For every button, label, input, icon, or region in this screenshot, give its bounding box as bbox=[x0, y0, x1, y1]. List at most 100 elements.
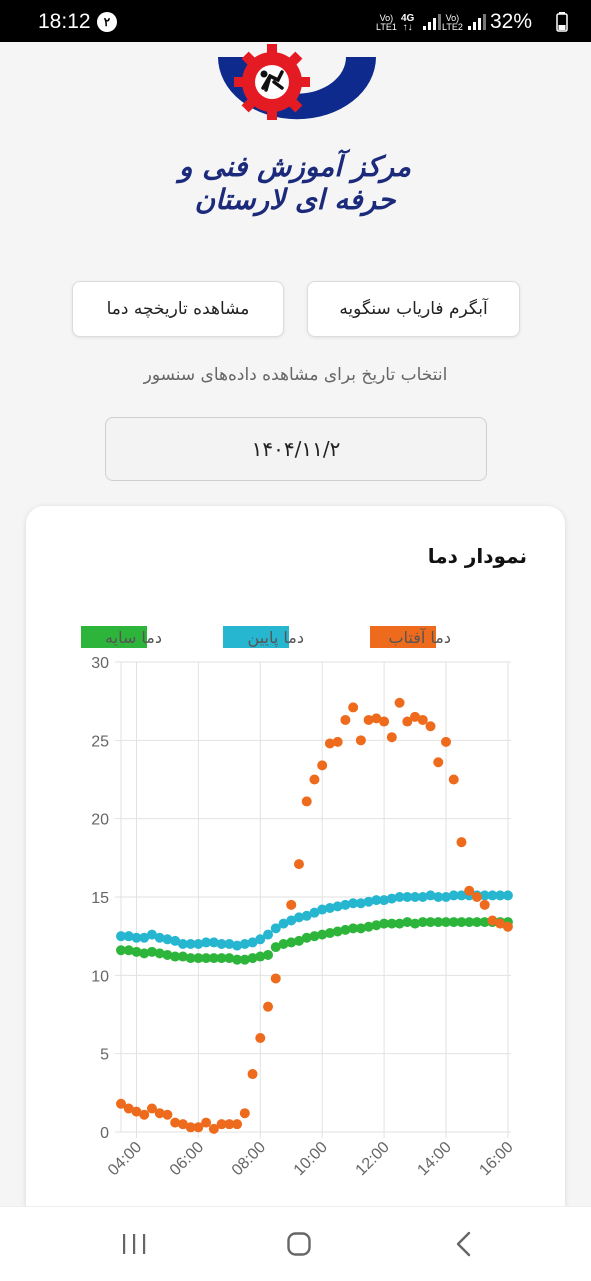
data-point bbox=[479, 899, 490, 910]
data-point bbox=[139, 932, 150, 943]
data-point bbox=[232, 1119, 243, 1130]
data-point bbox=[340, 924, 351, 935]
data-point bbox=[224, 1119, 235, 1130]
data-point bbox=[263, 929, 274, 940]
data-point bbox=[201, 937, 212, 948]
data-point bbox=[139, 1109, 150, 1120]
data-point bbox=[471, 892, 482, 902]
data-point bbox=[433, 757, 444, 768]
view-history-button[interactable]: مشاهده تاریخچه دما bbox=[72, 281, 284, 337]
data-point bbox=[263, 949, 274, 960]
data-point bbox=[247, 937, 258, 948]
back-icon[interactable] bbox=[455, 1231, 473, 1257]
data-point bbox=[177, 1119, 188, 1130]
data-point bbox=[293, 859, 304, 870]
data-point bbox=[317, 760, 328, 771]
x-tick-label: 16:00 bbox=[476, 1139, 516, 1179]
data-point bbox=[247, 1069, 258, 1080]
data-point bbox=[487, 915, 498, 926]
status-time: 18:12 bbox=[38, 10, 91, 33]
data-point bbox=[116, 931, 126, 942]
gear-logo-icon bbox=[218, 44, 376, 120]
data-point bbox=[448, 890, 459, 901]
y-tick-label: 10 bbox=[91, 968, 109, 985]
data-point bbox=[224, 953, 235, 964]
data-point bbox=[495, 890, 506, 901]
legend-swatch bbox=[370, 626, 436, 648]
data-point bbox=[417, 917, 428, 928]
data-point bbox=[386, 893, 397, 904]
data-point bbox=[123, 1103, 134, 1114]
data-point bbox=[232, 954, 243, 965]
data-point bbox=[208, 937, 219, 948]
data-point bbox=[270, 942, 281, 953]
data-point bbox=[301, 910, 312, 921]
data-point bbox=[301, 932, 312, 943]
data-point bbox=[293, 935, 304, 946]
logo bbox=[140, 42, 450, 237]
data-point bbox=[324, 738, 335, 749]
data-point bbox=[170, 951, 181, 962]
data-point bbox=[309, 931, 320, 942]
temperature-chart: 0 5 10 15 20 25 30 04:00 06:00 08:00 10:00 12:00 14:… bbox=[81, 626, 517, 1179]
data-point bbox=[363, 714, 374, 725]
sim2-label: Vo) LTE2 bbox=[442, 13, 463, 32]
legend-label: دما آفتاب bbox=[388, 628, 451, 647]
data-point bbox=[379, 918, 390, 929]
data-point bbox=[286, 937, 297, 948]
data-point bbox=[456, 917, 467, 928]
data-point bbox=[379, 716, 390, 727]
data-point bbox=[185, 1122, 196, 1133]
recent-apps-icon[interactable] bbox=[121, 1233, 147, 1255]
data-point bbox=[502, 890, 513, 901]
x-tick-label: 08:00 bbox=[229, 1139, 269, 1179]
data-point bbox=[479, 917, 490, 928]
data-point bbox=[177, 939, 188, 949]
y-tick-label: 5 bbox=[100, 1047, 109, 1064]
data-point bbox=[270, 973, 281, 984]
data-point bbox=[386, 732, 397, 743]
data-point bbox=[448, 917, 459, 928]
y-tick-label: 20 bbox=[91, 812, 109, 829]
source-select-button[interactable]: آبگرم فارياب سنگويه bbox=[307, 281, 520, 337]
data-point bbox=[146, 1103, 157, 1114]
data-point bbox=[317, 904, 328, 915]
home-icon[interactable] bbox=[287, 1232, 311, 1256]
data-point bbox=[193, 1122, 204, 1133]
data-point bbox=[139, 948, 150, 959]
data-point bbox=[355, 923, 366, 934]
data-point bbox=[340, 714, 351, 725]
data-point bbox=[278, 939, 289, 949]
data-point bbox=[441, 892, 451, 902]
data-point bbox=[177, 951, 188, 962]
data-point bbox=[162, 949, 173, 960]
data-point bbox=[441, 917, 451, 928]
chart-title: نمودار دما bbox=[427, 544, 527, 568]
data-point bbox=[332, 926, 343, 937]
x-tick-label: 06:00 bbox=[167, 1139, 207, 1179]
data-point bbox=[309, 774, 320, 785]
data-point bbox=[425, 890, 436, 901]
data-point bbox=[348, 898, 359, 909]
data-point bbox=[286, 915, 297, 926]
notification-badge: ۲ bbox=[97, 12, 117, 32]
data-point bbox=[464, 885, 475, 896]
data-point bbox=[348, 702, 359, 713]
data-point bbox=[232, 940, 243, 951]
data-point bbox=[263, 1001, 274, 1012]
data-point bbox=[278, 918, 289, 929]
data-point bbox=[394, 918, 405, 929]
data-point bbox=[410, 918, 421, 929]
legend-swatch bbox=[81, 626, 147, 648]
date-input[interactable]: ۱۴۰۴/۱۱/۲ bbox=[105, 417, 487, 481]
data-point bbox=[363, 896, 374, 907]
data-point bbox=[154, 1108, 165, 1119]
data-point bbox=[402, 917, 413, 928]
data-point bbox=[441, 736, 451, 747]
data-point bbox=[162, 934, 173, 945]
data-point bbox=[154, 932, 165, 943]
data-point bbox=[355, 735, 366, 746]
chart-card: نمودار دما 0 5 10 15 20 25 30 04:00 06:00 08:00 10… bbox=[26, 506, 565, 1246]
data-point bbox=[201, 953, 212, 964]
data-point bbox=[495, 918, 506, 929]
